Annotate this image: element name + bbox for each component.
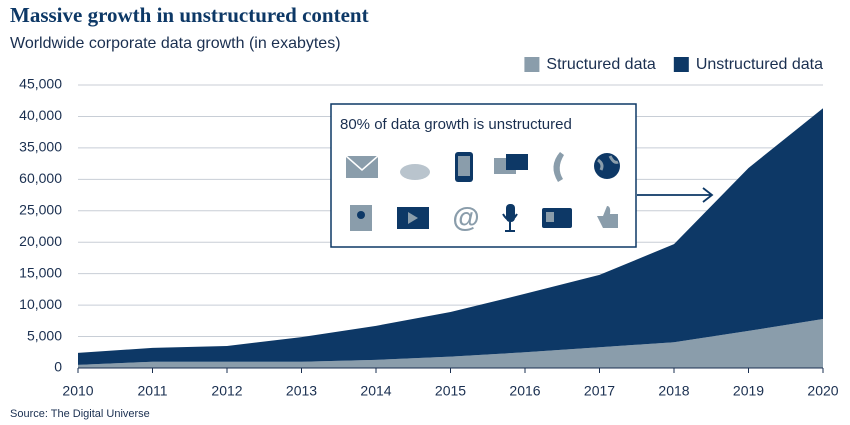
x-tick-label: 2011	[137, 383, 167, 399]
icon-globe	[594, 153, 620, 179]
icon-like	[597, 206, 618, 228]
y-tick-label: 35,000	[19, 139, 62, 155]
icon-mic	[506, 204, 515, 222]
source: Source: The Digital Universe	[10, 408, 150, 420]
x-tick-label: 2010	[62, 383, 93, 399]
svg-text:@: @	[452, 201, 479, 232]
area	[78, 108, 823, 365]
y-tick-label: 5,000	[27, 327, 62, 343]
chart-title: Massive growth in unstructured content	[10, 3, 369, 27]
x-tick-label: 2014	[360, 383, 391, 399]
icon-cloud	[400, 164, 430, 180]
annotation: 80% of data growth is unstructured	[340, 116, 572, 133]
icon-handset	[553, 152, 564, 182]
y-tick-label: 15,000	[19, 264, 62, 280]
y-tick-label: 10,000	[19, 296, 62, 312]
chart-subtitle: Worldwide corporate data growth (in exab…	[10, 35, 341, 52]
legend-label: Unstructured data	[696, 56, 823, 73]
legend: Unstructured data Structured data	[524, 56, 823, 73]
arrow	[637, 187, 714, 203]
legend-swatch	[673, 57, 689, 72]
y-tick-label: 0	[54, 359, 62, 375]
y-tick-label: 45,000	[19, 76, 62, 92]
x-tick-label: 2016	[509, 383, 540, 399]
y-tick-label: 40,000	[19, 107, 62, 123]
legend-label: Structured data	[546, 56, 656, 73]
icons: @	[345, 152, 620, 232]
x-tick-label: 2020	[807, 383, 838, 399]
area	[78, 318, 823, 368]
box	[330, 103, 637, 248]
x-tick-label: 2015	[435, 383, 466, 399]
icon-mail	[346, 156, 378, 178]
y-tick-label: 20,000	[19, 233, 62, 249]
x-tick-label: 2013	[286, 383, 317, 399]
x-tick-label: 2019	[733, 383, 764, 399]
y-tick-label: 60,000	[19, 170, 62, 186]
legend-swatch	[524, 57, 540, 72]
y-tick-label: 25,000	[19, 201, 62, 217]
x-tick-label: 2018	[658, 383, 689, 399]
x-tick-label: 2017	[584, 383, 615, 399]
x-tick-label: 2012	[211, 383, 242, 399]
annotation-box: 80% of data growth is unstructured @	[330, 103, 714, 248]
